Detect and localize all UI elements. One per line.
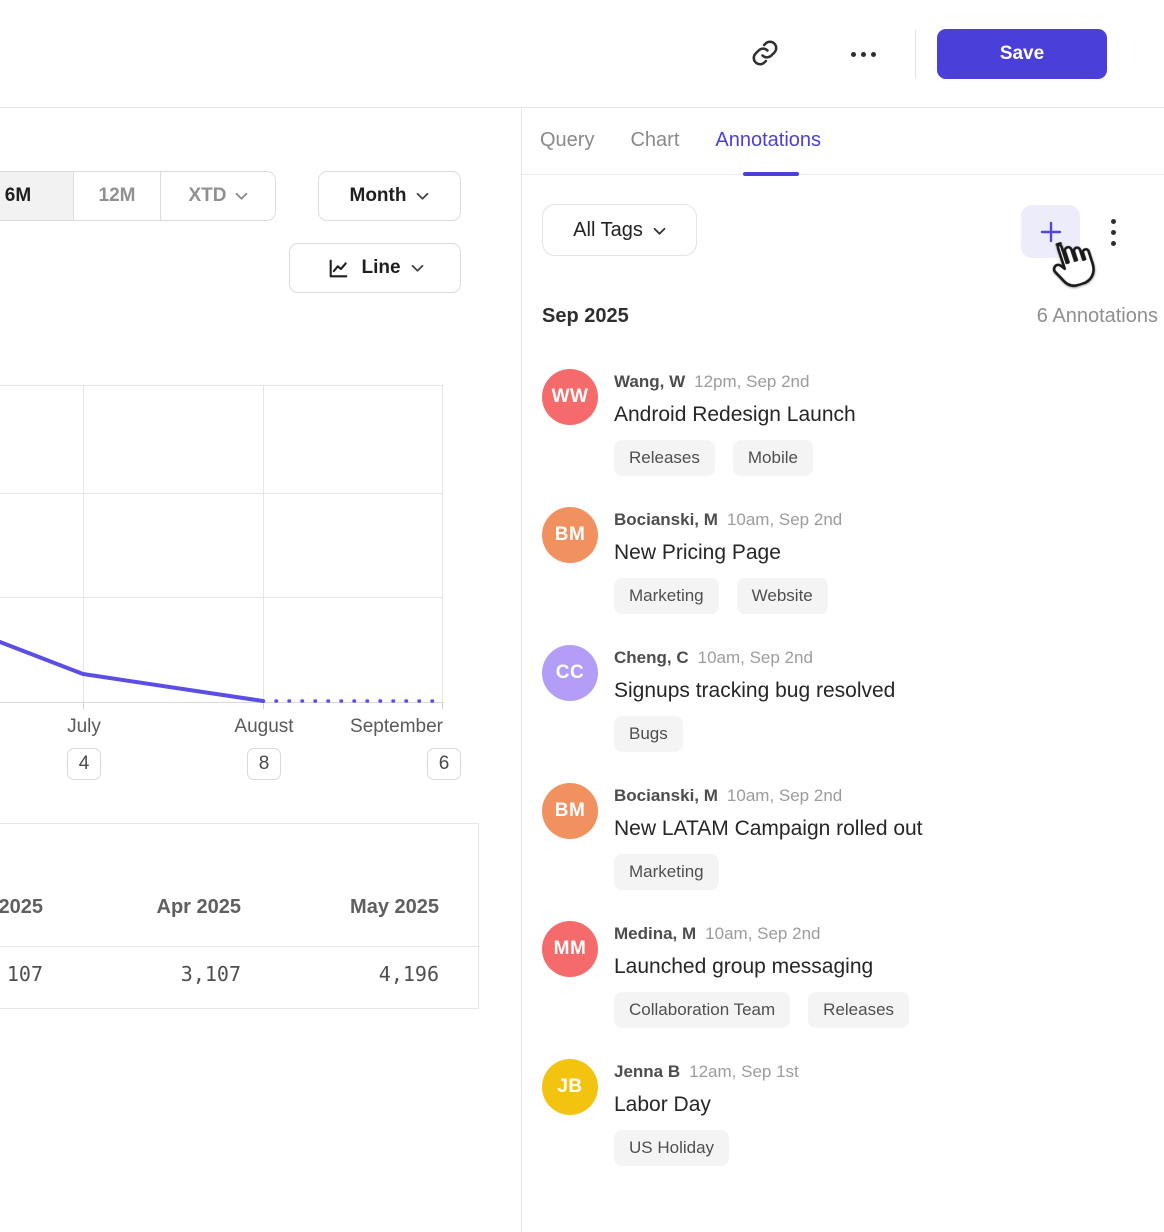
panel-vertical-divider bbox=[521, 107, 522, 1232]
avatar: WW bbox=[542, 369, 598, 425]
chevron-down-icon bbox=[653, 219, 666, 242]
annotation-timestamp: 10am, Sep 2nd bbox=[697, 648, 813, 667]
chart-type-dropdown[interactable]: Line bbox=[289, 243, 461, 293]
line-chart-plot[interactable] bbox=[0, 385, 444, 711]
annotation-timestamp: 12pm, Sep 2nd bbox=[694, 372, 810, 391]
table-header-cell: 2025 bbox=[0, 896, 43, 918]
table-header-cell: May 2025 bbox=[350, 896, 439, 918]
ellipsis-icon bbox=[850, 51, 876, 57]
x-axis-label-july: July bbox=[67, 716, 101, 737]
annotation-timestamp: 10am, Sep 2nd bbox=[705, 924, 821, 943]
chevron-down-icon bbox=[416, 185, 429, 207]
annotation-tag-chip[interactable]: Website bbox=[736, 578, 828, 614]
plus-icon bbox=[1038, 219, 1064, 245]
annotation-tag-chip[interactable]: Mobile bbox=[732, 440, 813, 476]
date-range-segmented-control: 6M 12M XTD bbox=[0, 171, 276, 221]
annotation-list-item[interactable]: WW Wang, W 12pm, Sep 2nd Android Redesig… bbox=[542, 369, 1148, 476]
annotations-group-header: Sep 2025 6 Annotations bbox=[542, 305, 1158, 328]
annotation-list-item[interactable]: CC Cheng, C 10am, Sep 2nd Signups tracki… bbox=[542, 645, 1148, 752]
line-chart-icon bbox=[326, 256, 351, 281]
annotation-tag-chip[interactable]: Marketing bbox=[614, 854, 719, 890]
save-button[interactable]: Save bbox=[937, 29, 1107, 79]
annotations-list[interactable]: WW Wang, W 12pm, Sep 2nd Android Redesig… bbox=[542, 369, 1148, 1197]
annotation-list-item[interactable]: BM Bocianski, M 10am, Sep 2nd New Pricin… bbox=[542, 507, 1148, 614]
annotation-tag-chip[interactable]: Releases bbox=[808, 992, 910, 1028]
annotation-count-badge-august[interactable]: 8 bbox=[247, 748, 281, 780]
annotation-tag-chip[interactable]: Marketing bbox=[614, 578, 719, 614]
annotation-title: Labor Day bbox=[614, 1093, 711, 1116]
chevron-down-icon bbox=[411, 257, 424, 279]
tab-chart[interactable]: Chart bbox=[630, 129, 680, 151]
chart-series-line bbox=[0, 640, 265, 703]
annotation-author: Cheng, C bbox=[614, 648, 689, 667]
annotation-list-item[interactable]: BM Bocianski, M 10am, Sep 2nd New LATAM … bbox=[542, 783, 1148, 890]
kebab-icon bbox=[1110, 218, 1116, 246]
range-button-12m[interactable]: 12M bbox=[74, 172, 161, 220]
active-tab-underline bbox=[743, 172, 799, 176]
interval-label: Month bbox=[349, 185, 407, 206]
avatar: JB bbox=[542, 1059, 598, 1115]
header-vertical-divider bbox=[915, 30, 916, 78]
range-12m-label: 12M bbox=[98, 185, 136, 206]
avatar: MM bbox=[542, 921, 598, 977]
annotation-timestamp: 12am, Sep 1st bbox=[689, 1062, 799, 1081]
right-panel-tab-bar: Query Chart Annotations bbox=[522, 107, 1164, 175]
annotation-tag-chip[interactable]: US Holiday bbox=[614, 1130, 730, 1166]
annotation-title: Launched group messaging bbox=[614, 955, 874, 978]
annotation-list-item[interactable]: JB Jenna B 12am, Sep 1st Labor Day US Ho… bbox=[542, 1059, 1148, 1166]
annotation-timestamp: 10am, Sep 2nd bbox=[726, 510, 843, 529]
table-row-divider bbox=[0, 946, 478, 947]
avatar: BM bbox=[542, 783, 598, 839]
chevron-down-icon bbox=[235, 185, 248, 207]
range-6m-label: 6M bbox=[4, 185, 32, 206]
more-options-button[interactable] bbox=[845, 44, 881, 64]
avatar: BM bbox=[542, 507, 598, 563]
annotation-tag-chip[interactable]: Bugs bbox=[614, 716, 683, 752]
annotation-list-item[interactable]: MM Medina, M 10am, Sep 2nd Launched grou… bbox=[542, 921, 1148, 1028]
x-axis-label-september: September bbox=[350, 716, 443, 737]
table-value-cell: 4,196 bbox=[378, 962, 439, 986]
avatar: CC bbox=[542, 645, 598, 701]
annotation-author: Wang, W bbox=[614, 372, 686, 391]
annotation-title: New LATAM Campaign rolled out bbox=[614, 817, 923, 840]
table-value-cell: 107 bbox=[6, 962, 43, 986]
chart-data-table: 2025 Apr 2025 May 2025 107 3,107 4,196 bbox=[0, 823, 479, 1009]
range-button-6m[interactable]: 6M bbox=[0, 172, 74, 220]
annotations-menu-button[interactable] bbox=[1101, 208, 1125, 256]
annotation-tag-chip[interactable]: Releases bbox=[614, 440, 715, 476]
table-header-cell: Apr 2025 bbox=[156, 896, 242, 918]
annotation-title: Android Redesign Launch bbox=[614, 403, 856, 426]
annotation-tag-chip[interactable]: Collaboration Team bbox=[614, 992, 791, 1028]
header-divider-line bbox=[0, 107, 1164, 108]
tab-query[interactable]: Query bbox=[540, 129, 595, 151]
tag-filter-label: All Tags bbox=[573, 218, 643, 241]
chart-type-label: Line bbox=[361, 257, 401, 278]
table-value-cell: 3,107 bbox=[180, 962, 241, 986]
annotation-count-badge-july[interactable]: 4 bbox=[67, 748, 101, 780]
annotation-author: Bocianski, M bbox=[614, 510, 718, 529]
tab-annotations[interactable]: Annotations bbox=[715, 129, 822, 151]
link-icon bbox=[750, 38, 780, 73]
add-annotation-button[interactable] bbox=[1021, 205, 1080, 258]
annotation-count-badge-september[interactable]: 6 bbox=[427, 748, 461, 780]
annotation-author: Jenna B bbox=[614, 1062, 681, 1081]
annotation-title: New Pricing Page bbox=[614, 541, 781, 564]
interval-dropdown[interactable]: Month bbox=[318, 171, 461, 221]
annotation-author: Medina, M bbox=[614, 924, 697, 943]
range-xtd-label: XTD bbox=[188, 185, 227, 206]
x-axis-label-august: August bbox=[234, 716, 294, 737]
annotation-title: Signups tracking bug resolved bbox=[614, 679, 896, 702]
annotation-author: Bocianski, M bbox=[614, 786, 718, 805]
annotation-timestamp: 10am, Sep 2nd bbox=[726, 786, 843, 805]
tag-filter-dropdown[interactable]: All Tags bbox=[542, 204, 697, 256]
month-heading: Sep 2025 bbox=[542, 305, 629, 327]
share-link-button[interactable] bbox=[748, 38, 782, 72]
range-button-xtd[interactable]: XTD bbox=[161, 172, 275, 220]
annotations-count-label: 6 Annotations bbox=[1036, 305, 1158, 327]
